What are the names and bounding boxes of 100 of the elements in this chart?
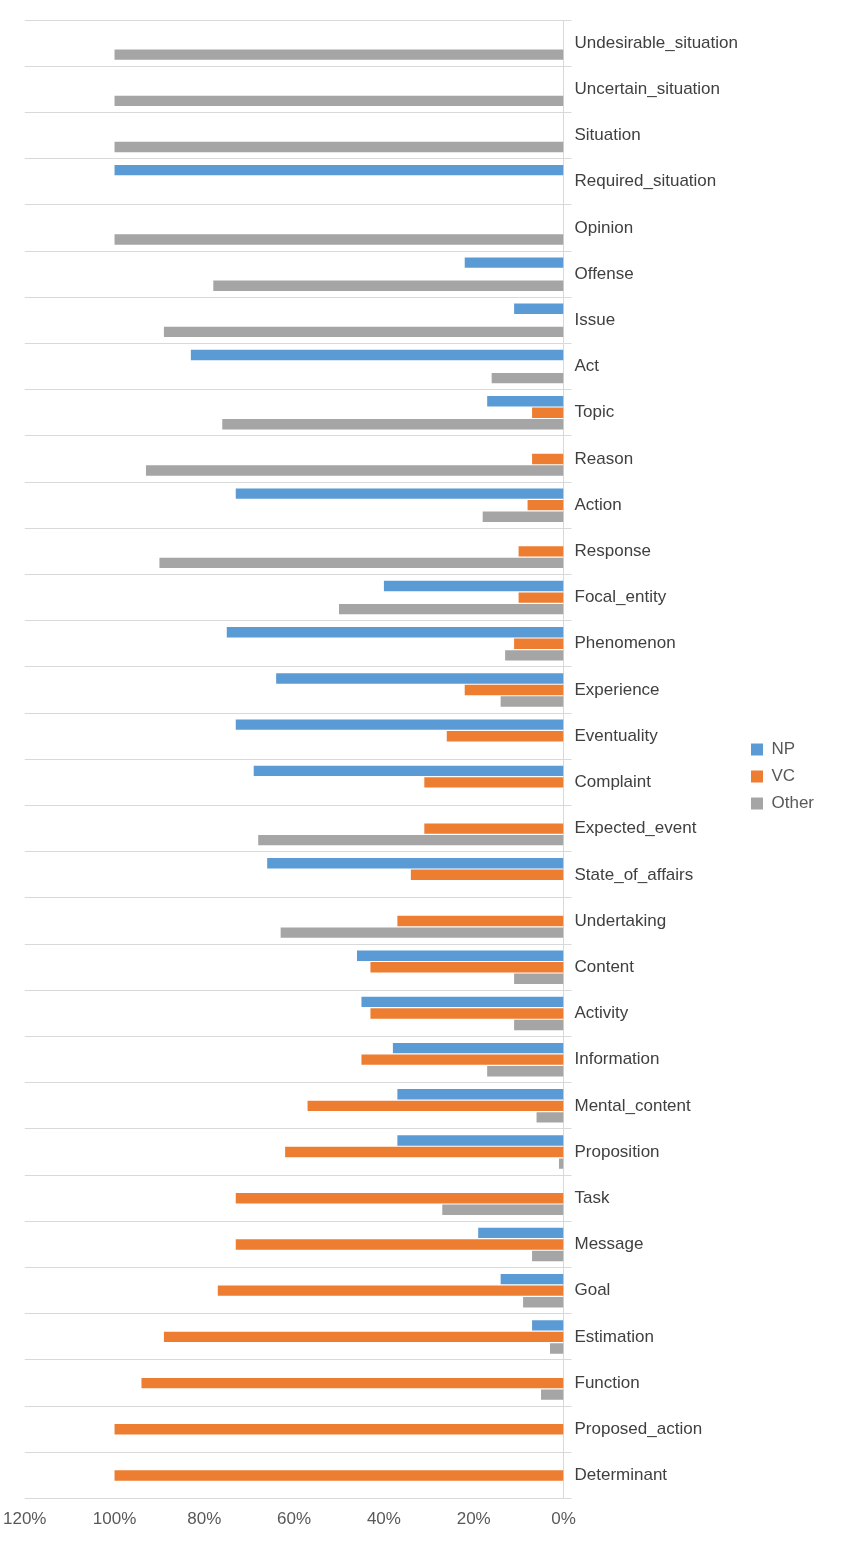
bar bbox=[285, 1146, 564, 1158]
bar bbox=[527, 499, 564, 511]
bar bbox=[226, 627, 564, 638]
y-tick-label: Mental_content bbox=[574, 1095, 692, 1115]
bar bbox=[114, 234, 564, 245]
y-tick-label: Message bbox=[574, 1234, 644, 1254]
y-tick-label: Proposition bbox=[574, 1141, 660, 1161]
bar bbox=[487, 396, 564, 407]
bar bbox=[145, 465, 564, 476]
bar bbox=[532, 407, 564, 418]
bar bbox=[505, 650, 564, 661]
bar bbox=[464, 684, 564, 696]
x-tick-label: 0% bbox=[551, 1509, 576, 1529]
bar bbox=[536, 1112, 564, 1123]
y-tick-label: Eventuality bbox=[574, 725, 659, 745]
y-tick-label: Offense bbox=[574, 263, 634, 283]
bar bbox=[410, 869, 564, 881]
bar bbox=[114, 95, 564, 107]
bar bbox=[213, 280, 564, 291]
y-tick-label: Experience bbox=[574, 679, 660, 699]
y-tick-label: Information bbox=[574, 1049, 660, 1069]
bar bbox=[478, 1227, 564, 1239]
bar bbox=[532, 453, 564, 465]
y-tick-label: Complaint bbox=[574, 772, 652, 792]
legend-label: NP bbox=[771, 739, 796, 759]
bar bbox=[141, 1377, 564, 1389]
x-tick-label: 40% bbox=[366, 1509, 401, 1529]
y-tick-label: Action bbox=[574, 494, 622, 514]
y-tick-label: Activity bbox=[574, 1003, 629, 1023]
y-tick-label: Phenomenon bbox=[574, 633, 676, 653]
bar bbox=[114, 141, 564, 153]
bar bbox=[397, 1135, 564, 1146]
bar bbox=[514, 1019, 564, 1031]
bar bbox=[446, 731, 564, 742]
bar bbox=[482, 511, 564, 522]
bar bbox=[424, 777, 564, 788]
bar bbox=[258, 834, 564, 846]
bar bbox=[235, 1239, 564, 1250]
bar bbox=[532, 1250, 564, 1262]
bar bbox=[370, 1008, 564, 1019]
bar bbox=[370, 962, 564, 973]
y-tick-label: Function bbox=[574, 1372, 640, 1392]
bar bbox=[280, 927, 564, 938]
bar bbox=[500, 696, 564, 707]
bar bbox=[235, 488, 564, 499]
bar bbox=[532, 1320, 564, 1331]
bar bbox=[222, 419, 564, 430]
bar bbox=[235, 719, 564, 730]
bar bbox=[383, 580, 564, 592]
bar bbox=[253, 765, 564, 777]
bar bbox=[356, 950, 564, 961]
bar bbox=[114, 164, 564, 176]
x-tick-label: 100% bbox=[92, 1509, 137, 1529]
bar bbox=[487, 1065, 564, 1077]
bar bbox=[514, 973, 564, 984]
y-tick-label: Issue bbox=[574, 310, 616, 330]
bar bbox=[190, 349, 564, 361]
x-tick-label: 80% bbox=[187, 1509, 222, 1529]
bar bbox=[491, 372, 564, 384]
bar bbox=[514, 303, 564, 314]
legend-label: Other bbox=[771, 793, 815, 813]
bar bbox=[307, 1100, 564, 1112]
bar bbox=[464, 257, 564, 268]
bar bbox=[541, 1389, 564, 1400]
legend-label: VC bbox=[771, 766, 796, 786]
bar bbox=[267, 858, 564, 869]
y-tick-label: Opinion bbox=[574, 217, 634, 237]
bar bbox=[235, 1193, 564, 1204]
bar bbox=[339, 603, 564, 615]
y-tick-label: State_of_affairs bbox=[574, 864, 694, 884]
y-tick-label: Undesirable_situation bbox=[574, 32, 738, 52]
y-tick-label: Focal_entity bbox=[574, 587, 667, 607]
bar bbox=[217, 1285, 564, 1296]
bar bbox=[397, 915, 564, 927]
y-tick-label: Response bbox=[574, 541, 652, 561]
bar bbox=[559, 1158, 564, 1169]
bar bbox=[397, 1089, 564, 1100]
bar bbox=[518, 592, 564, 603]
bar bbox=[114, 1470, 564, 1481]
bar bbox=[424, 823, 564, 834]
bar bbox=[518, 546, 564, 557]
y-tick-label: Goal bbox=[574, 1280, 611, 1300]
bar bbox=[361, 1054, 564, 1065]
bar bbox=[500, 1273, 564, 1285]
bar bbox=[276, 673, 564, 684]
bar bbox=[361, 996, 564, 1008]
bar bbox=[550, 1343, 564, 1354]
bar bbox=[523, 1297, 564, 1308]
bar bbox=[442, 1204, 564, 1216]
bar bbox=[392, 1042, 564, 1054]
y-tick-label: Task bbox=[574, 1187, 610, 1207]
bar bbox=[114, 49, 564, 60]
y-tick-label: Reason bbox=[574, 448, 634, 468]
x-tick-label: 60% bbox=[277, 1509, 312, 1529]
bar bbox=[514, 638, 564, 649]
y-tick-label: Expected_event bbox=[574, 818, 697, 838]
bar bbox=[163, 1331, 564, 1343]
x-tick-label: 20% bbox=[456, 1509, 491, 1529]
y-tick-label: Undertaking bbox=[574, 910, 667, 930]
bar bbox=[163, 326, 564, 338]
